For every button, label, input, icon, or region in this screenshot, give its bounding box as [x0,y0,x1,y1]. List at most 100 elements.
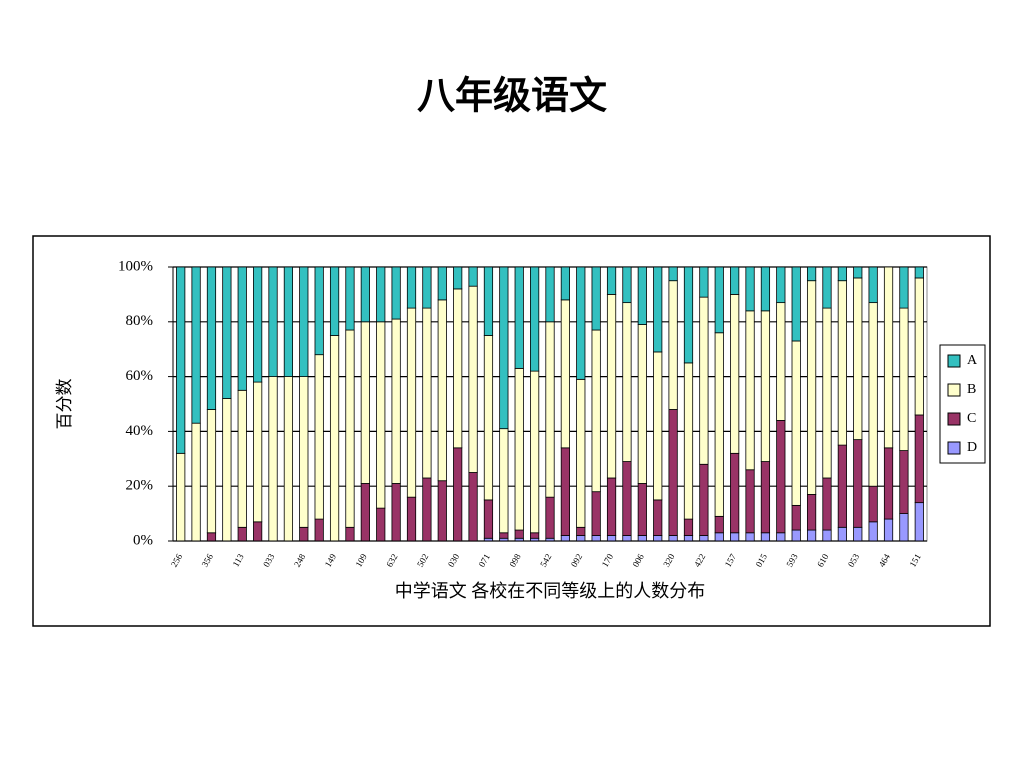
bar-segment [637,483,647,536]
bar-segment [283,376,294,542]
bar-segment [730,532,740,542]
bar-segment [699,296,709,465]
bar-segment [206,409,217,534]
bar-segment [222,266,232,399]
bar-segment [299,526,309,542]
bar-segment [914,277,924,416]
bar-segment [176,266,186,454]
y-axis-label: 百分数 [55,379,74,430]
bar-segment [514,367,524,531]
bar-segment [837,444,847,528]
bar-segment [806,529,817,542]
bar-segment [822,266,832,309]
bar-segment [406,496,417,542]
bar-segment [883,266,894,449]
bar-segment [437,480,447,542]
bar-segment [730,293,740,454]
bar-segment [899,450,909,514]
bar-segment [730,452,740,534]
bar-segment [237,526,247,542]
bar-segment [222,398,232,542]
bar-segment [468,266,478,287]
bar-segment [760,532,771,542]
bar-segment [606,535,617,542]
bar-segment [545,266,555,323]
bar-segment [853,439,863,528]
bar-segment [914,502,924,542]
bar-segment [483,266,494,336]
bar-segment [176,452,186,542]
bar-segment [391,266,401,320]
bar-segment [899,307,909,451]
bar-segment [299,376,309,528]
bar-segment [760,266,771,312]
bar-segment [283,266,294,377]
bar-segment [299,266,309,377]
bar-segment [622,266,632,304]
bar-segment [653,351,663,501]
bar-segment [437,266,447,301]
bar-segment [606,266,617,295]
bar-segment [914,414,924,504]
bar-segment [545,496,555,539]
bar-segment [360,266,370,323]
bar-segment [668,409,678,536]
bar-segment [468,285,478,473]
bar-segment [806,494,817,531]
bar-segment [683,535,694,542]
bar-segment [760,310,771,462]
bar-segment [314,518,324,542]
bar-segment [699,266,709,298]
bar-segment [760,461,771,534]
legend-label: C [967,411,976,426]
bar-segment [653,499,663,536]
bar-segment [560,266,570,301]
bar-segment [345,329,355,528]
bar-segment [714,332,724,517]
bar-segment [637,324,647,484]
y-tick-label: 60% [126,368,154,384]
bar-segment [453,288,463,449]
bar-segment [483,335,494,501]
bar-segment [637,535,647,542]
bar-segment [376,507,386,542]
bar-segment [668,535,678,542]
bar-segment [776,266,786,304]
legend-label: D [967,440,977,455]
bar-segment [791,340,801,506]
bar-segment [314,354,324,520]
bar-segment [837,280,847,446]
bar-segment [191,266,201,424]
bar-segment [468,472,478,542]
bar-segment [268,266,278,377]
legend-label: B [967,382,976,397]
bar-segment [853,266,863,279]
bar-segment [714,515,724,534]
bar-segment [899,513,909,542]
bar-segment [714,532,724,542]
bar-segment [791,529,801,542]
bar-segment [483,499,494,539]
bar-segment [668,266,678,282]
bar-segment [406,307,417,498]
bar-segment [868,521,878,542]
legend-label: A [967,353,978,368]
legend-swatch [947,383,961,397]
bar-segment [391,483,401,542]
y-tick-label: 80% [126,313,154,329]
bar-segment [514,266,524,369]
bar-segment [253,381,263,523]
bar-segment [868,485,878,523]
legend-swatch [947,412,961,426]
bar-segment [653,535,663,542]
bar-segment [206,266,217,410]
bar-segment [883,447,894,520]
bar-segment [376,321,386,509]
bar-segment [806,266,817,282]
y-tick-label: 0% [133,532,153,548]
bar-segment [714,266,724,334]
bar-segment [822,477,832,531]
bar-segment [345,526,355,542]
bar-segment [560,535,570,542]
